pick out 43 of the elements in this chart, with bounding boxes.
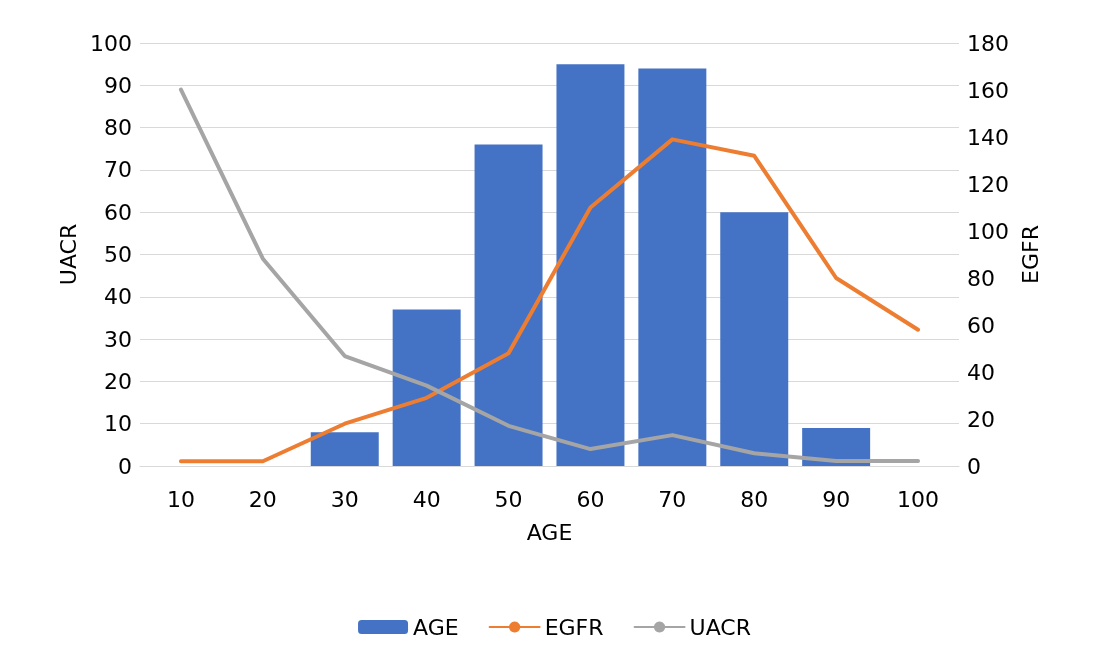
x-tick-label: 50: [494, 486, 523, 512]
y2-tick-label: 40: [967, 359, 995, 385]
y2-tick-label: 120: [967, 171, 1009, 197]
x-tick-label: 10: [166, 486, 195, 512]
y-tick-label: 60: [104, 199, 132, 225]
legend-label: AGE: [413, 614, 459, 640]
y-tick-label: 100: [90, 30, 132, 56]
x-axis-title: AGE: [526, 519, 573, 545]
y-tick-label: 20: [104, 368, 132, 394]
bar: [720, 212, 789, 466]
y-tick-label: 90: [104, 72, 132, 98]
x-tick-label: 70: [658, 486, 687, 512]
y2-tick-label: 160: [967, 77, 1009, 103]
y-tick-label: 10: [104, 411, 132, 437]
x-tick-label: 60: [576, 486, 605, 512]
y2-tick-label: 60: [967, 312, 995, 338]
y2-axis-title: EGFR: [1018, 225, 1044, 284]
y2-tick-label: 140: [967, 124, 1009, 150]
y-tick-label: 30: [104, 326, 132, 352]
y2-tick-label: 0: [967, 453, 981, 479]
legend-label: EGFR: [544, 614, 604, 640]
y-tick-label: 0: [118, 453, 132, 479]
x-tick-label: 80: [740, 486, 769, 512]
x-tick-label: 40: [412, 486, 441, 512]
x-tick-label: 20: [248, 486, 277, 512]
x-tick-label: 100: [897, 486, 940, 512]
y2-tick-label: 80: [967, 265, 995, 291]
bar: [474, 144, 543, 466]
y-axis-title: UACR: [55, 223, 81, 286]
y-tick-label: 50: [104, 242, 132, 267]
bar: [556, 64, 625, 466]
x-tick-label: 90: [822, 486, 851, 512]
bar: [310, 432, 379, 466]
x-tick-label: 30: [330, 486, 359, 512]
y-tick-label: 70: [104, 157, 132, 183]
y-tick-label: 40: [104, 284, 132, 310]
y2-tick-label: 100: [967, 218, 1009, 244]
bar: [392, 309, 461, 466]
y-tick-label: 80: [104, 115, 132, 141]
y2-tick-label: 20: [967, 406, 995, 432]
legend-label: UACR: [689, 614, 751, 640]
bar: [638, 68, 707, 466]
y2-tick-label: 180: [967, 30, 1009, 56]
